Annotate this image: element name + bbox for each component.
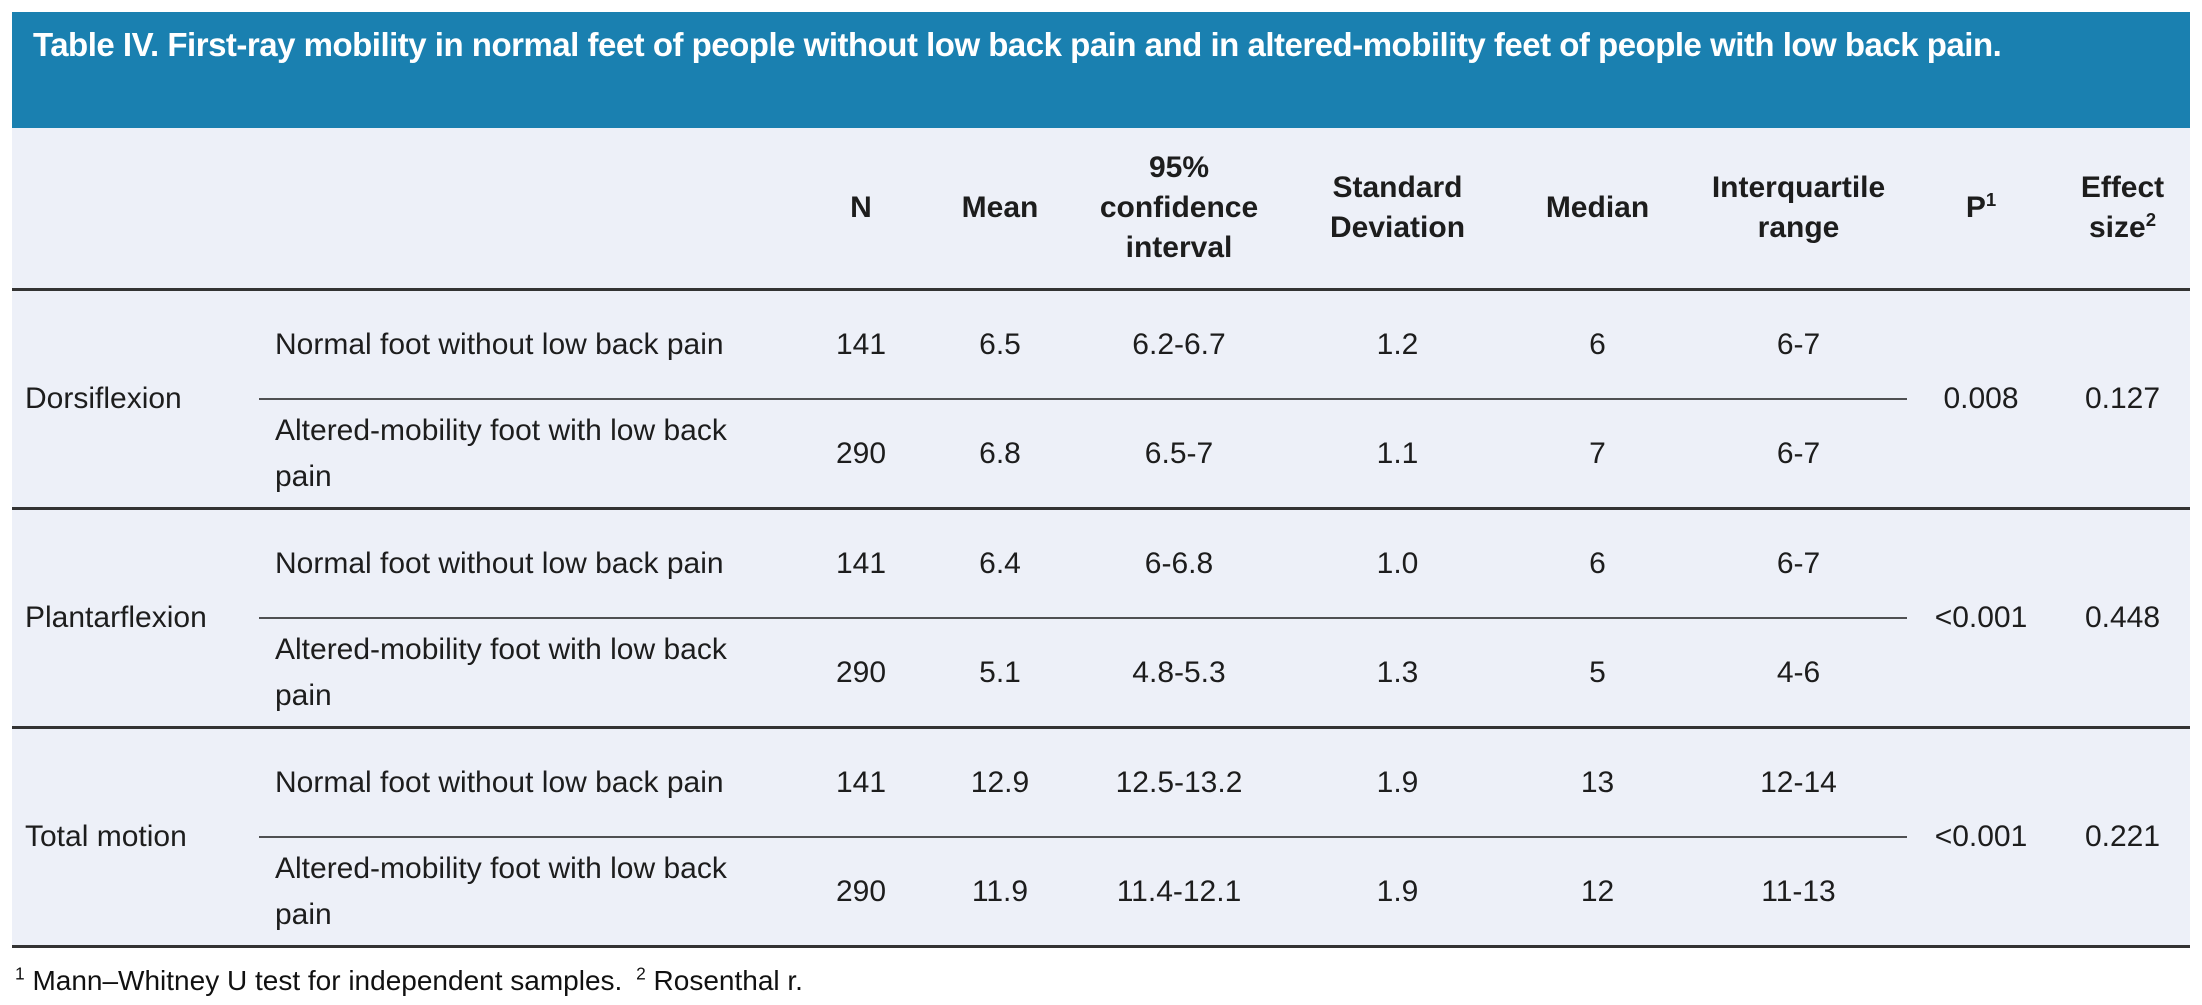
table-footnote: 1 Mann–Whitney U test for independent sa… [12, 965, 2190, 997]
table-row: Total motion Normal foot without low bac… [12, 727, 2190, 853]
table-header-row: N Mean 95% confidence interval Standard … [12, 128, 2190, 290]
footnote-2-text: Rosenthal r. [653, 965, 803, 996]
iqr-cell: 6-7 [1776, 436, 1821, 470]
effect-size-superscript: 2 [2145, 209, 2157, 230]
ci-cell: 6.5-7 [1144, 436, 1214, 470]
sd-cell: 1.2 [1290, 289, 1505, 400]
n-cell: 290 [835, 655, 887, 689]
col-header-empty [12, 128, 790, 290]
col-header-n: N [850, 191, 872, 224]
iqr-cell: 6-7 [1690, 289, 1907, 400]
n-cell: 141 [790, 289, 932, 400]
ci-cell: 12.5-13.2 [1068, 727, 1290, 838]
footnote-2-marker: 2 [636, 963, 646, 984]
group-plantarflexion: Plantarflexion Normal foot without low b… [12, 508, 2190, 728]
col-header-p: P1 [1907, 128, 2055, 290]
effect-size-cell: 0.127 [2084, 382, 2161, 415]
group-label-plantarflexion: Plantarflexion [25, 601, 207, 634]
effect-size-cell: 0.448 [2084, 601, 2161, 634]
col-header-median: Median [1545, 191, 1650, 224]
ci-cell: 6-6.8 [1068, 508, 1290, 619]
sd-cell: 1.1 [1376, 436, 1419, 470]
mean-cell: 6.5 [932, 289, 1068, 400]
sd-cell: 1.9 [1376, 874, 1419, 908]
group-dorsiflexion: Dorsiflexion Normal foot without low bac… [12, 289, 2190, 509]
p-superscript: 1 [1985, 189, 1997, 210]
median-cell: 12 [1580, 874, 1615, 908]
col-header-iqr: Interquartile range [1711, 171, 1886, 244]
condition-cell: Altered-mobility foot with low back pain [275, 851, 727, 931]
median-cell: 6 [1505, 289, 1690, 400]
ci-cell: 4.8-5.3 [1132, 655, 1226, 689]
group-label-dorsiflexion: Dorsiflexion [25, 382, 182, 415]
p-value-cell: <0.001 [1934, 601, 2028, 634]
p-label: P [1965, 191, 1986, 224]
footnote-1-marker: 1 [15, 963, 25, 984]
table-figure: Table IV. First-ray mobility in normal f… [12, 12, 2190, 997]
col-header-mean: Mean [961, 191, 1039, 224]
col-header-sd: Standard Deviation [1329, 171, 1466, 244]
effect-size-cell: 0.221 [2084, 820, 2161, 853]
iqr-cell: 12-14 [1690, 727, 1907, 838]
sd-cell: 1.3 [1376, 655, 1419, 689]
mean-cell: 5.1 [979, 655, 1021, 689]
n-cell: 141 [790, 727, 932, 838]
median-cell: 13 [1505, 727, 1690, 838]
table-row: Dorsiflexion Normal foot without low bac… [12, 289, 2190, 415]
table-row: Plantarflexion Normal foot without low b… [12, 508, 2190, 634]
col-header-effect-size: Effect size2 [2055, 128, 2190, 290]
n-cell: 290 [835, 874, 887, 908]
median-cell: 7 [1589, 436, 1606, 470]
mean-cell: 6.4 [932, 508, 1068, 619]
sd-cell: 1.9 [1290, 727, 1505, 838]
p-value-cell: <0.001 [1934, 820, 2028, 853]
iqr-cell: 4-6 [1776, 655, 1821, 689]
condition-cell: Altered-mobility foot with low back pain [275, 632, 727, 712]
results-table: N Mean 95% confidence interval Standard … [12, 128, 2190, 948]
group-label-total-motion: Total motion [25, 820, 187, 853]
mean-cell: 11.9 [971, 874, 1029, 908]
condition-cell: Altered-mobility foot with low back pain [275, 413, 727, 493]
condition-cell: Normal foot without low back pain [259, 727, 790, 838]
ci-cell: 11.4-12.1 [1116, 874, 1242, 908]
footnote-2: 2 Rosenthal r. [636, 965, 803, 996]
col-header-ci: 95% confidence interval [1099, 151, 1259, 264]
table-title: Table IV. First-ray mobility in normal f… [12, 12, 2190, 128]
footnote-1-text: Mann–Whitney U test for independent samp… [32, 965, 623, 996]
ci-cell: 6.2-6.7 [1068, 289, 1290, 400]
condition-cell: Normal foot without low back pain [259, 508, 790, 619]
median-cell: 6 [1505, 508, 1690, 619]
footnote-1: 1 Mann–Whitney U test for independent sa… [15, 965, 622, 996]
mean-cell: 12.9 [932, 727, 1068, 838]
mean-cell: 6.8 [979, 436, 1021, 470]
n-cell: 141 [790, 508, 932, 619]
median-cell: 5 [1589, 655, 1606, 689]
sd-cell: 1.0 [1290, 508, 1505, 619]
table-row: Altered-mobility foot with low back pain… [12, 837, 2190, 947]
table-row: Altered-mobility foot with low back pain… [12, 399, 2190, 509]
table-row: Altered-mobility foot with low back pain… [12, 618, 2190, 728]
iqr-cell: 6-7 [1690, 508, 1907, 619]
group-total-motion: Total motion Normal foot without low bac… [12, 727, 2190, 947]
n-cell: 290 [835, 436, 887, 470]
effect-size-label: Effect size [2080, 171, 2165, 244]
condition-cell: Normal foot without low back pain [259, 289, 790, 400]
iqr-cell: 11-13 [1761, 874, 1836, 908]
p-value-cell: 0.008 [1943, 382, 2019, 415]
